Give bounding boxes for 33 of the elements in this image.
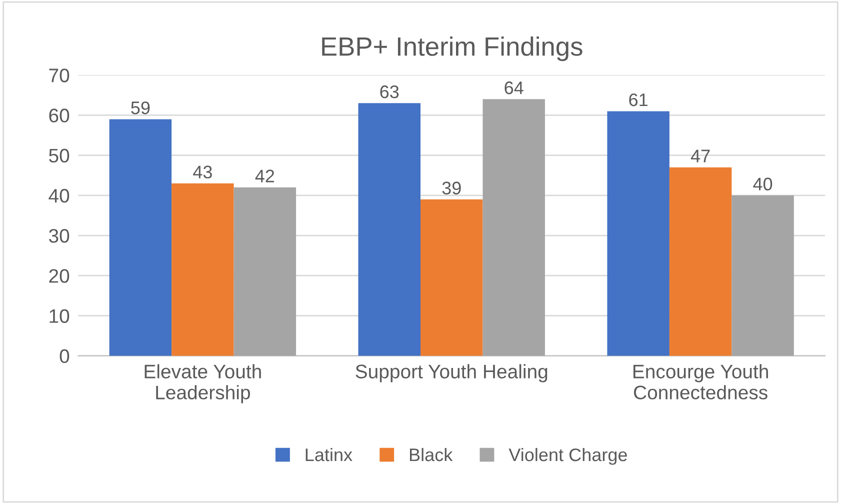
y-tick-label: 30 (48, 228, 70, 243)
data-label: 63 (380, 85, 399, 98)
y-tick-label: 40 (48, 188, 70, 203)
y-tick-label: 10 (50, 309, 70, 323)
y-tick-label: 0 (60, 349, 70, 364)
data-label: 42 (255, 170, 274, 182)
data-label: 39 (442, 182, 461, 194)
data-label: 47 (690, 150, 710, 162)
bar (482, 99, 545, 356)
data-label: 59 (131, 101, 150, 114)
bar (669, 167, 732, 356)
data-label: 43 (193, 166, 212, 178)
y-tick-label: 20 (49, 269, 70, 283)
chart-title: EBP+ Interim Findings (322, 36, 582, 62)
y-tick-label: 50 (49, 148, 70, 163)
x-tick-label: Support Youth Healing (356, 364, 548, 382)
bar (172, 183, 234, 356)
legend-label: Latinx (306, 448, 352, 462)
bar (607, 111, 670, 356)
y-tick-label: 60 (49, 108, 70, 122)
data-label: 61 (629, 93, 648, 106)
data-label: 64 (504, 81, 524, 94)
bar (420, 199, 483, 356)
legend-label: Violent Charge (508, 448, 627, 465)
bar (234, 187, 296, 356)
bar (358, 103, 420, 356)
y-tick-label: 70 (49, 68, 70, 82)
bar (732, 195, 794, 356)
x-tick-label: Elevate Youth Leadership (144, 364, 261, 404)
x-tick-label: Encourge Youth Connectedness (633, 364, 768, 400)
bar (109, 119, 172, 356)
data-label: 40 (753, 178, 772, 190)
legend-label: Black (410, 448, 453, 462)
